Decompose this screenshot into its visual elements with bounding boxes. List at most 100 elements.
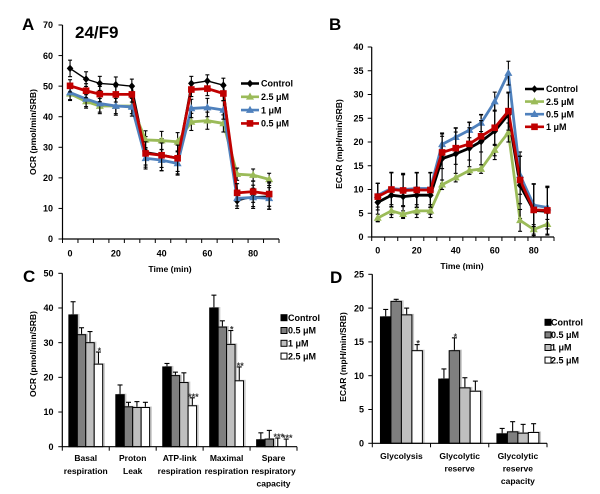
legend-label: 0.5 μM <box>288 326 316 336</box>
x-tick-label: 20 <box>111 249 121 259</box>
y-axis-title: ECAR (mpH/min/SRB) <box>334 99 344 189</box>
x-tick-label: 80 <box>248 249 258 259</box>
legend-item: 1 μM <box>280 339 309 349</box>
data-point <box>188 86 195 93</box>
bar <box>234 380 244 448</box>
bar <box>390 300 402 444</box>
x-category-label-line: Proton <box>119 453 146 463</box>
legend-item: Control <box>241 79 293 89</box>
data-point <box>96 90 104 98</box>
legend-item: 2.5 μM <box>280 351 316 361</box>
bar <box>496 433 508 444</box>
legend-label: Control <box>546 84 578 94</box>
data-point <box>82 87 90 95</box>
x-tick-label: 40 <box>451 246 461 256</box>
x-category-label-line: respiration <box>158 466 202 476</box>
bar <box>469 390 482 444</box>
series-1-um <box>374 91 551 237</box>
bar <box>132 407 142 448</box>
bar <box>93 363 104 448</box>
bar <box>506 431 519 444</box>
data-point <box>187 117 196 125</box>
y-tick-label: 20 <box>43 373 53 383</box>
legend-item: 0.5 μM <box>280 326 316 336</box>
bar <box>256 439 266 448</box>
panel-a-plot: 0 10 20 30 40 50 60 70 0 20 40 60 80 Control 2.5 μM 1 μ… <box>43 20 293 258</box>
data-point <box>388 186 395 193</box>
data-point <box>203 116 212 124</box>
significance-label: * <box>454 332 458 342</box>
data-point <box>204 85 211 92</box>
legend-item: 1 μM <box>544 343 572 353</box>
panel-b-plot: 0 5 10 15 20 25 30 35 40 0 20 40 60 80 Control 2.5 μM 0.… <box>353 42 578 255</box>
data-point <box>158 151 165 159</box>
legend-swatch <box>280 352 288 360</box>
y-tick-label: 15 <box>354 337 364 347</box>
series-control <box>68 294 268 448</box>
y-tick-label: 25 <box>353 113 363 123</box>
data-point <box>249 170 258 178</box>
data-point <box>128 82 136 90</box>
legend-marker <box>246 105 254 113</box>
y-tick-label: 20 <box>354 303 364 313</box>
bar <box>162 366 172 448</box>
legend-label: 2.5 μM <box>288 351 316 361</box>
data-point <box>249 188 257 195</box>
legend-swatch <box>544 318 552 326</box>
data-point <box>413 186 421 194</box>
bar <box>517 432 529 444</box>
data-point <box>477 164 486 172</box>
legend-item: 2.5 μM <box>544 355 579 365</box>
data-point <box>452 144 460 152</box>
data-point <box>220 81 227 90</box>
legend-marker <box>531 123 538 131</box>
x-category-label: Spare respiratory capacity <box>251 453 296 489</box>
y-tick-label: 40 <box>353 42 363 52</box>
x-category-label-line: Glycolysis <box>380 451 423 461</box>
x-category-label: Maximal respiration <box>205 453 249 476</box>
x-category-label-line: respiration <box>64 466 108 476</box>
legend-label: 0.5 μM <box>551 330 579 340</box>
x-category-label: Glycolytic reserve capacity <box>498 451 539 486</box>
y-tick-label: 25 <box>354 270 364 280</box>
y-tick-label: 10 <box>43 204 53 214</box>
bar <box>400 314 413 444</box>
y-tick-label: 0 <box>359 439 364 449</box>
x-category-label-line: Glycolytic <box>439 451 480 461</box>
data-point <box>204 77 211 85</box>
y-tick-label: 0 <box>358 232 363 242</box>
significance-label: *** <box>188 392 199 402</box>
legend-label: 0.5 μM <box>261 119 289 129</box>
legend-item: 0.5 μM <box>525 109 574 119</box>
y-tick-label: 20 <box>353 137 363 147</box>
bar <box>217 326 228 448</box>
data-point <box>203 103 212 111</box>
data-point <box>505 107 512 115</box>
bar <box>264 438 275 448</box>
panel-label-b: B <box>329 15 341 34</box>
legend-item: 0.5 μM <box>544 330 579 340</box>
series-0-5-um <box>76 320 276 448</box>
data-point <box>187 104 196 112</box>
legend-item: Control <box>525 84 578 94</box>
y-tick-label: 40 <box>43 112 53 122</box>
x-category-label-line: Leak <box>123 466 143 476</box>
y-tick-label: 30 <box>353 90 363 100</box>
data-point <box>111 101 120 109</box>
legend-item: 2.5 μM <box>241 92 289 102</box>
legend-label: 2.5 μM <box>261 92 289 102</box>
panel-label-c: C <box>23 267 35 286</box>
data-point <box>128 91 136 98</box>
x-category-label-line: respiration <box>205 466 249 476</box>
legend-marker <box>531 85 538 93</box>
x-category-label-line: reserve <box>445 464 476 474</box>
series-line <box>377 131 548 231</box>
data-point <box>504 68 513 76</box>
y-tick-label: 70 <box>43 20 53 30</box>
significance-label: ** <box>237 361 245 371</box>
data-point <box>157 136 166 144</box>
bar <box>459 387 471 444</box>
legend-swatch <box>280 327 288 334</box>
